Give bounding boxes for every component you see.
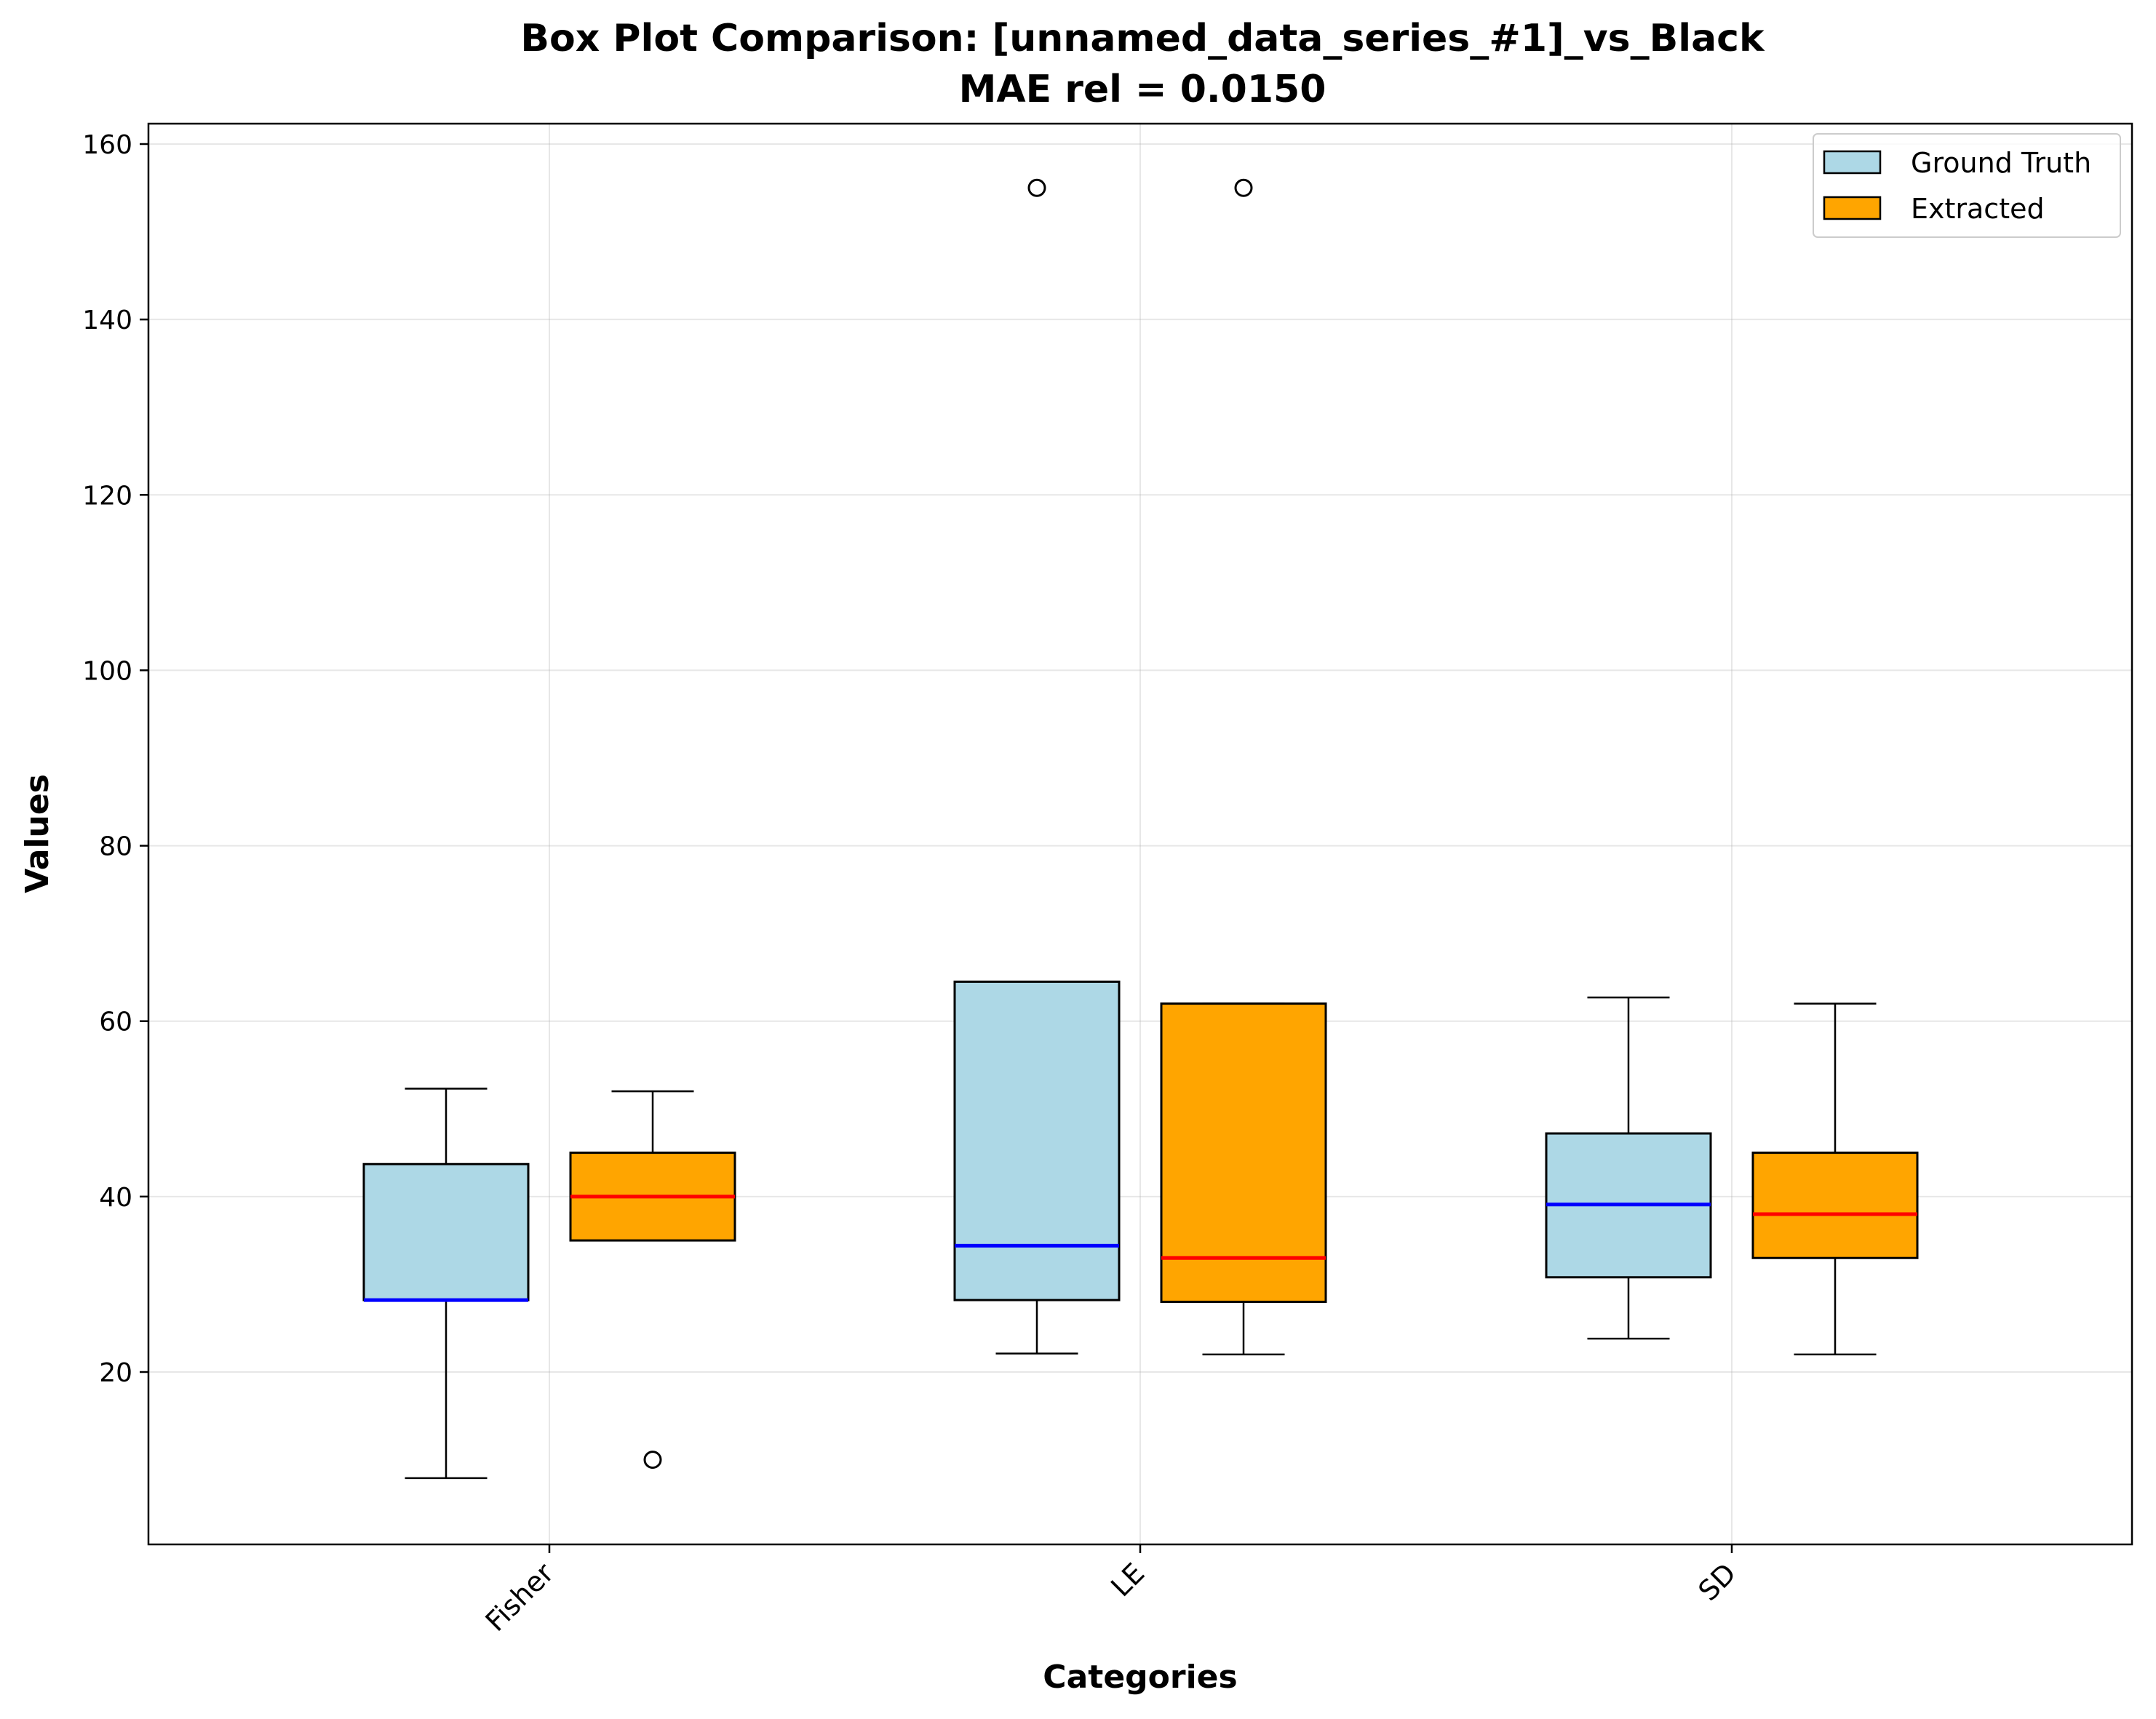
legend-frame	[1813, 133, 2121, 238]
y-tick-label: 100	[82, 656, 132, 686]
y-tick-label: 120	[82, 481, 132, 511]
legend-label-ground-truth: Ground Truth	[1911, 147, 2091, 179]
chart-title-line1: Box Plot Comparison: [unnamed_data_serie…	[520, 17, 1765, 60]
y-tick-label: 40	[99, 1183, 132, 1213]
y-tick-label: 160	[82, 130, 132, 160]
y-tick-label: 60	[99, 1008, 132, 1037]
y-axis-label: Values	[19, 774, 56, 893]
box-body	[953, 980, 1121, 1301]
legend-label-extracted: Extracted	[1911, 193, 2045, 225]
legend-swatch-ground-truth	[1823, 150, 1882, 175]
series-extracted	[569, 178, 1919, 1469]
outlier-point	[643, 1451, 662, 1469]
outlier-point	[1027, 178, 1046, 197]
outlier-point	[1234, 178, 1253, 197]
y-tick-label: 80	[99, 832, 132, 862]
y-tick-label: 20	[99, 1358, 132, 1388]
legend: Ground Truth Extracted	[1813, 133, 2121, 238]
x-axis-label: Categories	[1043, 1659, 1237, 1696]
y-tick-label: 140	[82, 306, 132, 335]
legend-swatch-extracted	[1823, 196, 1882, 220]
series-ground-truth	[362, 178, 1712, 1480]
chart-title-line2: MAE rel = 0.0150	[959, 68, 1326, 111]
box-body	[1751, 1152, 1919, 1259]
box-series-layer	[362, 178, 1919, 1480]
box-body	[362, 1162, 530, 1301]
box-body	[1160, 1002, 1327, 1304]
